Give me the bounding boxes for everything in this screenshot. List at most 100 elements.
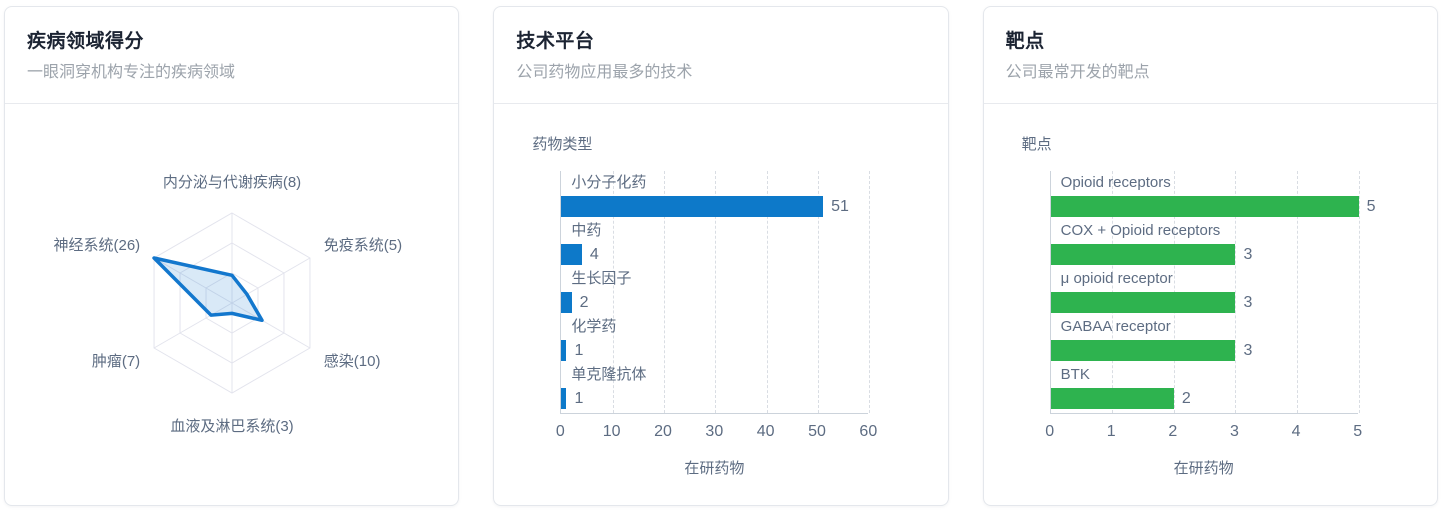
bar-line: 5 xyxy=(1050,195,1376,217)
radar-axis-label: 血液及淋巴系统(3) xyxy=(170,418,293,435)
value-label: 1 xyxy=(574,389,584,407)
card-subtitle: 公司最常开发的靶点 xyxy=(1005,64,1150,81)
value-label: 2 xyxy=(579,293,589,311)
card-title: 靶点 xyxy=(1005,31,1045,52)
bar-row: 小分子化药 51 xyxy=(561,173,868,221)
tech-bar-chart[interactable]: 小分子化药 51 中药 4 生长因子 2 化学药 1 单克隆抗体 1 0 10 20 30 40 50 60 xyxy=(556,171,877,447)
axis-tick-label: 60 xyxy=(859,423,878,440)
category-label: Opioid receptors xyxy=(1060,174,1171,191)
bar-line: 51 xyxy=(561,195,868,217)
bar-row: COX + Opioid receptors 3 xyxy=(1050,221,1358,269)
card-targets-body: 靶点 Opioid receptors 5 COX + Opioid recepto… xyxy=(984,134,1437,505)
radar-axis-label: 内分泌与代谢疾病(8) xyxy=(163,174,301,191)
category-label: 生长因子 xyxy=(571,270,632,287)
axis-tick-label: 3 xyxy=(1230,423,1239,440)
card-tech-header: 技术平台 公司药物应用最多的技术 xyxy=(494,7,948,104)
axis-tick-label: 20 xyxy=(654,423,672,440)
value-label: 3 xyxy=(1243,341,1253,359)
axis-tick-label: 10 xyxy=(602,423,621,440)
gridline xyxy=(1297,171,1299,413)
bar-row: GABAA receptor 3 xyxy=(1050,317,1358,365)
bar-plot-area: 小分子化药 51 中药 4 生长因子 2 化学药 1 单克隆抗体 1 xyxy=(560,171,871,414)
value-label: 3 xyxy=(1243,293,1253,311)
bar-line: 2 xyxy=(561,291,868,313)
bar[interactable] xyxy=(1050,339,1236,361)
bar-line: 1 xyxy=(561,387,868,409)
bar[interactable] xyxy=(1050,243,1236,265)
gridline xyxy=(1358,171,1360,413)
gridline xyxy=(612,171,614,413)
value-label: 1 xyxy=(574,341,584,359)
x-axis-label: 在研药物 xyxy=(684,460,745,477)
card-subtitle: 一眼洞穿机构专注的疾病领域 xyxy=(27,64,236,81)
disease-radar-chart[interactable]: 内分泌与代谢疾病(8) 免疫系统(5) 感染(10) 血液及淋巴系统(3) 肿瘤(7) 神… xyxy=(5,104,458,505)
bar-row: Opioid receptors 5 xyxy=(1050,173,1376,221)
gridline xyxy=(663,171,665,413)
bar-line: 2 xyxy=(1050,387,1358,409)
axis-tick-label: 5 xyxy=(1353,423,1363,440)
axis-tick-label: 50 xyxy=(808,423,826,440)
value-label: 2 xyxy=(1181,389,1191,407)
gridline xyxy=(869,171,871,413)
bar[interactable] xyxy=(1050,291,1236,313)
value-label: 51 xyxy=(831,197,849,215)
radar-axis-label: 神经系统(26) xyxy=(54,237,141,254)
bar-line: 3 xyxy=(1050,291,1358,313)
category-label: 化学药 xyxy=(571,318,617,335)
radar-axis-line xyxy=(153,302,233,349)
card-title: 疾病领域得分 xyxy=(27,31,145,52)
bar[interactable] xyxy=(1050,387,1174,409)
gridline xyxy=(817,171,819,413)
bar-row: 生长因子 2 xyxy=(561,269,868,317)
bar[interactable] xyxy=(561,243,582,265)
bar-row: 化学药 1 xyxy=(561,317,868,365)
x-axis-label: 在研药物 xyxy=(1173,460,1234,477)
category-label: 单克隆抗体 xyxy=(571,366,647,383)
x-axis-ticks: 0 10 20 30 40 50 60 xyxy=(556,423,877,447)
axis-tick-label: 2 xyxy=(1168,423,1178,440)
bar[interactable] xyxy=(561,195,824,217)
bar-row: μ opioid receptor 3 xyxy=(1050,269,1358,317)
y-axis-title: 靶点 xyxy=(1021,136,1052,153)
axis-tick-label: 30 xyxy=(705,423,724,440)
bar-row: 中药 4 xyxy=(561,221,868,269)
bar-row: BTK 2 xyxy=(1050,365,1358,413)
value-label: 4 xyxy=(589,245,599,263)
y-axis-title: 药物类型 xyxy=(532,136,593,153)
radar-axis-line xyxy=(231,257,311,304)
axis-tick-label: 40 xyxy=(756,423,775,440)
bar[interactable] xyxy=(1050,195,1359,217)
gridline xyxy=(715,171,717,413)
bar[interactable] xyxy=(561,339,567,361)
axis-tick-label: 0 xyxy=(1045,423,1055,440)
category-label: μ opioid receptor xyxy=(1060,270,1173,287)
card-title: 技术平台 xyxy=(516,31,595,52)
card-tech-platform: 技术平台 公司药物应用最多的技术 药物类型 小分子化药 51 中药 4 生长因子 2 化学药… xyxy=(493,6,949,506)
bar-line: 4 xyxy=(561,243,868,265)
bar-line: 3 xyxy=(1050,339,1358,361)
category-label: 小分子化药 xyxy=(571,174,647,191)
axis-tick-label: 1 xyxy=(1106,423,1116,440)
x-axis-ticks: 0 1 2 3 4 5 xyxy=(1045,423,1362,447)
card-targets-header: 靶点 公司最常开发的靶点 xyxy=(983,7,1437,104)
card-tech-body: 药物类型 小分子化药 51 中药 4 生长因子 2 化学药 1 单克隆抗体 1 0 10 20 30 40 5… xyxy=(494,134,947,505)
category-label: GABAA receptor xyxy=(1060,318,1171,335)
gridline xyxy=(1235,171,1237,413)
bar-line: 3 xyxy=(1050,243,1358,265)
target-bar-chart[interactable]: Opioid receptors 5 COX + Opioid receptors 3… xyxy=(1045,171,1376,447)
bar[interactable] xyxy=(561,291,572,313)
bar-line: 1 xyxy=(561,339,868,361)
category-label: 中药 xyxy=(571,222,602,239)
radar-axis-label: 感染(10) xyxy=(324,353,381,370)
radar-axis-label: 免疫系统(5) xyxy=(324,237,402,254)
card-disease-areas: 疾病领域得分 一眼洞穿机构专注的疾病领域 内分泌与代谢疾病(8) 免疫系统(5) 感… xyxy=(4,6,460,506)
card-targets: 靶点 公司最常开发的靶点 靶点 Opioid receptors 5 COX + O… xyxy=(982,6,1438,506)
bar-plot-area: Opioid receptors 5 COX + Opioid receptors 3… xyxy=(1049,171,1376,414)
radar-series[interactable] xyxy=(152,256,264,323)
bar[interactable] xyxy=(561,387,567,409)
axis-tick-label: 0 xyxy=(555,423,565,440)
category-label: BTK xyxy=(1060,366,1090,383)
radar-svg: 内分泌与代谢疾病(8) 免疫系统(5) 感染(10) 血液及淋巴系统(3) 肿瘤(7) 神… xyxy=(54,174,403,435)
card-subtitle: 公司药物应用最多的技术 xyxy=(516,64,693,81)
